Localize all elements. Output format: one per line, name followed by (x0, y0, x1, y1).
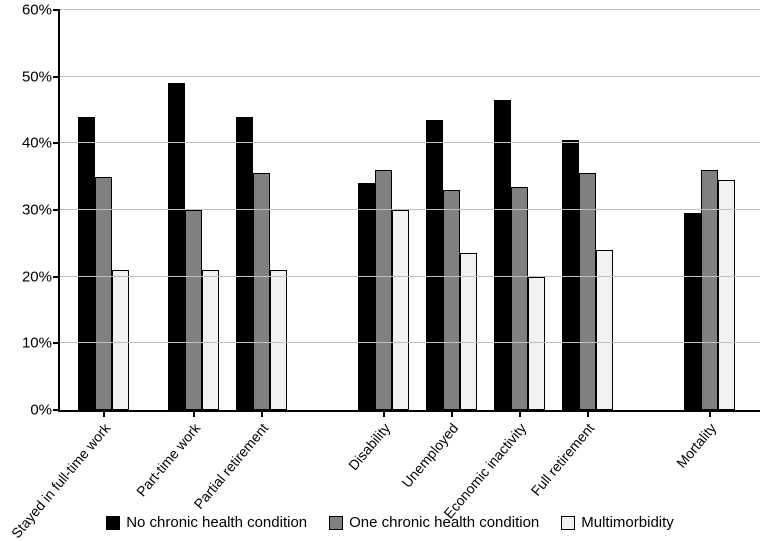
bar-one (375, 170, 392, 410)
bar-none (358, 183, 375, 410)
bar-group: Unemployed (418, 10, 484, 410)
y-tick (53, 142, 60, 144)
gridline (60, 276, 760, 277)
bar-group: Disability (350, 10, 416, 410)
bar-multi (718, 180, 735, 410)
bar-multi (596, 250, 613, 410)
bar-group: Part-time work (160, 10, 226, 410)
bars (554, 10, 620, 410)
legend-item-none: No chronic health condition (106, 514, 307, 531)
y-tick (53, 9, 60, 11)
y-tick (53, 76, 60, 78)
y-tick-label: 20% (22, 268, 52, 285)
chart-container: Stayed in full-time work Part-time workPa… (0, 0, 780, 537)
y-tick-label: 30% (22, 202, 52, 219)
y-tick-label: 50% (22, 68, 52, 85)
bars (228, 10, 294, 410)
gridline (60, 9, 760, 10)
y-tick-label: 10% (22, 335, 52, 352)
y-tick (53, 276, 60, 278)
gridline (60, 209, 760, 210)
bars (70, 10, 136, 410)
bar-group: Stayed in full-time work (70, 10, 136, 410)
bar-group: Mortality (676, 10, 742, 410)
legend-item-multi: Multimorbidity (561, 514, 674, 531)
plot-area: Stayed in full-time work Part-time workPa… (58, 10, 760, 412)
gridline (60, 342, 760, 343)
bar-one (443, 190, 460, 410)
gridline (60, 76, 760, 77)
legend-label: No chronic health condition (126, 514, 307, 531)
gridline (60, 142, 760, 143)
y-tick-label: 0% (30, 402, 52, 419)
bar-none (426, 120, 443, 410)
bar-one (701, 170, 718, 410)
bar-one (511, 187, 528, 410)
bar-none (236, 117, 253, 410)
bar-none (684, 213, 701, 410)
bar-multi (460, 253, 477, 410)
bars (486, 10, 552, 410)
bar-one (95, 177, 112, 410)
y-tick-label: 40% (22, 135, 52, 152)
bars (350, 10, 416, 410)
legend-swatch (329, 516, 343, 530)
bar-multi (392, 210, 409, 410)
legend: No chronic health condition One chronic h… (0, 514, 780, 531)
legend-swatch (561, 516, 575, 530)
bar-group: Full retirement (554, 10, 620, 410)
legend-label: One chronic health condition (349, 514, 539, 531)
bars (160, 10, 226, 410)
bar-none (494, 100, 511, 410)
y-tick (53, 409, 60, 411)
legend-item-one: One chronic health condition (329, 514, 539, 531)
bar-one (185, 210, 202, 410)
legend-label: Multimorbidity (581, 514, 674, 531)
bars (418, 10, 484, 410)
bars (676, 10, 742, 410)
bar-group: Partial retirement (228, 10, 294, 410)
legend-swatch (106, 516, 120, 530)
bar-groups: Stayed in full-time work Part-time workPa… (60, 10, 760, 410)
y-tick (53, 209, 60, 211)
bar-group: Economic inactivity (486, 10, 552, 410)
y-tick-label: 60% (22, 2, 52, 19)
bar-none (168, 83, 185, 410)
y-tick (53, 342, 60, 344)
bar-none (78, 117, 95, 410)
